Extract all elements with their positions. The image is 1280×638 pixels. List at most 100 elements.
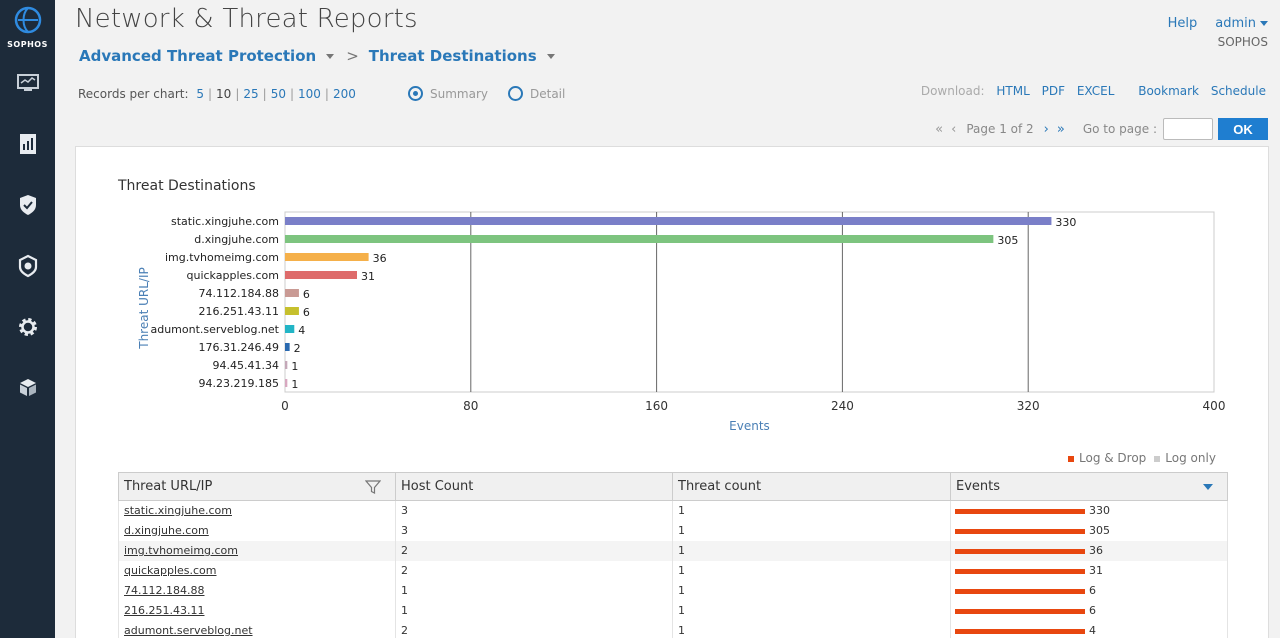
protect-icon[interactable] xyxy=(16,254,40,278)
first-page-icon[interactable]: « xyxy=(935,121,944,137)
download-pdf-link[interactable]: PDF xyxy=(1041,84,1065,98)
records-option-200[interactable]: 200 xyxy=(332,87,356,101)
events-bar xyxy=(955,509,1085,514)
bar xyxy=(285,253,369,261)
x-tick-label: 80 xyxy=(463,399,478,413)
records-option-100[interactable]: 100 xyxy=(298,87,321,101)
download-html-link[interactable]: HTML xyxy=(996,84,1030,98)
data-label: 36 xyxy=(373,252,387,265)
threat-url-link[interactable]: static.xingjuhe.com xyxy=(124,504,232,518)
cell-threat-count: 1 xyxy=(672,520,951,541)
column-header-url[interactable]: Threat URL/IP xyxy=(118,472,396,501)
breadcrumb-level1[interactable]: Advanced Threat Protection xyxy=(79,47,335,65)
records-label: Records per chart: xyxy=(78,87,189,101)
threat-url-link[interactable]: adumont.serveblog.net xyxy=(124,624,253,637)
y-tick-label: img.tvhomeimg.com xyxy=(165,251,279,264)
breadcrumb-level2-label: Threat Destinations xyxy=(368,47,537,65)
legend-log-only[interactable]: Log only xyxy=(1154,451,1216,465)
events-value: 330 xyxy=(1089,504,1110,517)
table-row: quickapples.com 2 1 31 xyxy=(118,560,1228,581)
detail-radio[interactable]: Detail xyxy=(508,86,565,101)
events-bar xyxy=(955,568,1085,574)
summary-label: Summary xyxy=(430,86,488,101)
schedule-link[interactable]: Schedule xyxy=(1210,84,1266,98)
column-header-threat-count[interactable]: Threat count xyxy=(672,472,951,501)
records-option-50[interactable]: 50 xyxy=(270,87,286,101)
report-icon[interactable] xyxy=(16,132,40,156)
records-option-5[interactable]: 5 xyxy=(196,87,204,101)
sort-desc-icon[interactable] xyxy=(1203,484,1213,490)
user-menu-area: Help admin SOPHOS xyxy=(1168,16,1268,49)
threat-url-link[interactable]: 74.112.184.88 xyxy=(124,584,205,597)
cell-host-count: 3 xyxy=(395,500,673,521)
detail-label: Detail xyxy=(530,86,566,101)
bar xyxy=(285,235,994,243)
box-icon[interactable] xyxy=(16,376,40,400)
download-excel-link[interactable]: EXCEL xyxy=(1076,84,1115,98)
table-row: adumont.serveblog.net 2 1 4 xyxy=(118,620,1228,638)
table-row: 216.251.43.11 1 1 6 xyxy=(118,600,1228,621)
threat-url-link[interactable]: d.xingjuhe.com xyxy=(124,524,209,537)
y-tick-label: 216.251.43.11 xyxy=(199,305,279,318)
cell-threat-count: 1 xyxy=(672,600,951,621)
legend-log-drop[interactable]: Log & Drop xyxy=(1068,451,1146,465)
gear-icon[interactable] xyxy=(16,315,40,339)
data-label: 1 xyxy=(291,360,298,373)
sophos-logo[interactable]: SOPHOS xyxy=(0,6,55,49)
bar xyxy=(285,217,1052,225)
page-status: Page 1 of 2 xyxy=(966,122,1034,136)
cell-threat-count: 1 xyxy=(672,560,951,581)
org-name: SOPHOS xyxy=(1217,35,1268,49)
shield-icon[interactable] xyxy=(16,193,40,217)
threat-table: Threat URL/IP Host Count Threat count Ev… xyxy=(118,472,1228,638)
cell-host-count: 2 xyxy=(395,560,673,581)
cell-events: 305 xyxy=(950,520,1228,541)
column-header-events[interactable]: Events xyxy=(950,472,1228,501)
legend-swatch-log-only xyxy=(1154,455,1161,462)
events-bar xyxy=(955,548,1085,554)
threat-destinations-chart: 0 80 160 240 320 400 static.xingjuhe.com 330 d.x… xyxy=(137,211,1225,433)
bar xyxy=(285,271,357,279)
chevron-down-icon xyxy=(546,54,555,59)
data-label: 2 xyxy=(294,342,301,355)
admin-menu[interactable]: admin xyxy=(1215,16,1268,31)
threat-url-link[interactable]: 216.251.43.11 xyxy=(124,604,205,617)
events-value: 4 xyxy=(1089,623,1096,637)
table-row: d.xingjuhe.com 3 1 305 xyxy=(118,520,1228,541)
bookmark-link[interactable]: Bookmark xyxy=(1138,84,1200,98)
cell-events: 36 xyxy=(950,540,1228,561)
download-links: Download: HTML PDF EXCEL Bookmark Schedu… xyxy=(921,84,1266,98)
page-title: Network & Threat Reports xyxy=(75,4,418,34)
prev-page-icon[interactable]: ‹ xyxy=(951,121,957,137)
cell-host-count: 2 xyxy=(395,540,673,561)
cell-threat-count: 1 xyxy=(672,540,951,561)
breadcrumb-level1-label: Advanced Threat Protection xyxy=(79,47,317,65)
x-tick-label: 240 xyxy=(831,399,854,413)
report-card: Threat Destinations 0 80 160 240 320 400 stati… xyxy=(75,146,1269,638)
threat-url-link[interactable]: quickapples.com xyxy=(124,564,217,577)
threat-url-link[interactable]: img.tvhomeimg.com xyxy=(124,544,239,557)
events-bar xyxy=(955,588,1085,594)
last-page-icon[interactable]: » xyxy=(1056,121,1065,137)
breadcrumb-level2[interactable]: Threat Destinations xyxy=(369,47,555,65)
bar xyxy=(285,343,290,351)
y-tick-label: adumont.serveblog.net xyxy=(150,323,279,336)
records-option-25[interactable]: 25 xyxy=(243,87,259,101)
records-option-10[interactable]: 10 xyxy=(216,87,232,101)
admin-label: admin xyxy=(1215,16,1256,31)
ok-button[interactable]: OK xyxy=(1218,118,1268,140)
sidebar: SOPHOS xyxy=(0,0,55,638)
column-header-host-count[interactable]: Host Count xyxy=(395,472,673,501)
goto-page-input[interactable] xyxy=(1163,118,1213,140)
radio-selected-icon xyxy=(408,86,423,101)
cell-events: 6 xyxy=(950,600,1228,621)
summary-radio[interactable]: Summary xyxy=(408,86,488,101)
data-label: 6 xyxy=(303,306,310,319)
filter-icon[interactable] xyxy=(365,479,381,495)
monitor-icon[interactable] xyxy=(16,71,40,95)
cell-threat-count: 1 xyxy=(672,620,951,638)
legend-log-drop-label: Log & Drop xyxy=(1079,451,1147,465)
y-tick-label: d.xingjuhe.com xyxy=(194,233,279,246)
help-link[interactable]: Help xyxy=(1167,16,1198,31)
next-page-icon[interactable]: › xyxy=(1043,121,1049,137)
